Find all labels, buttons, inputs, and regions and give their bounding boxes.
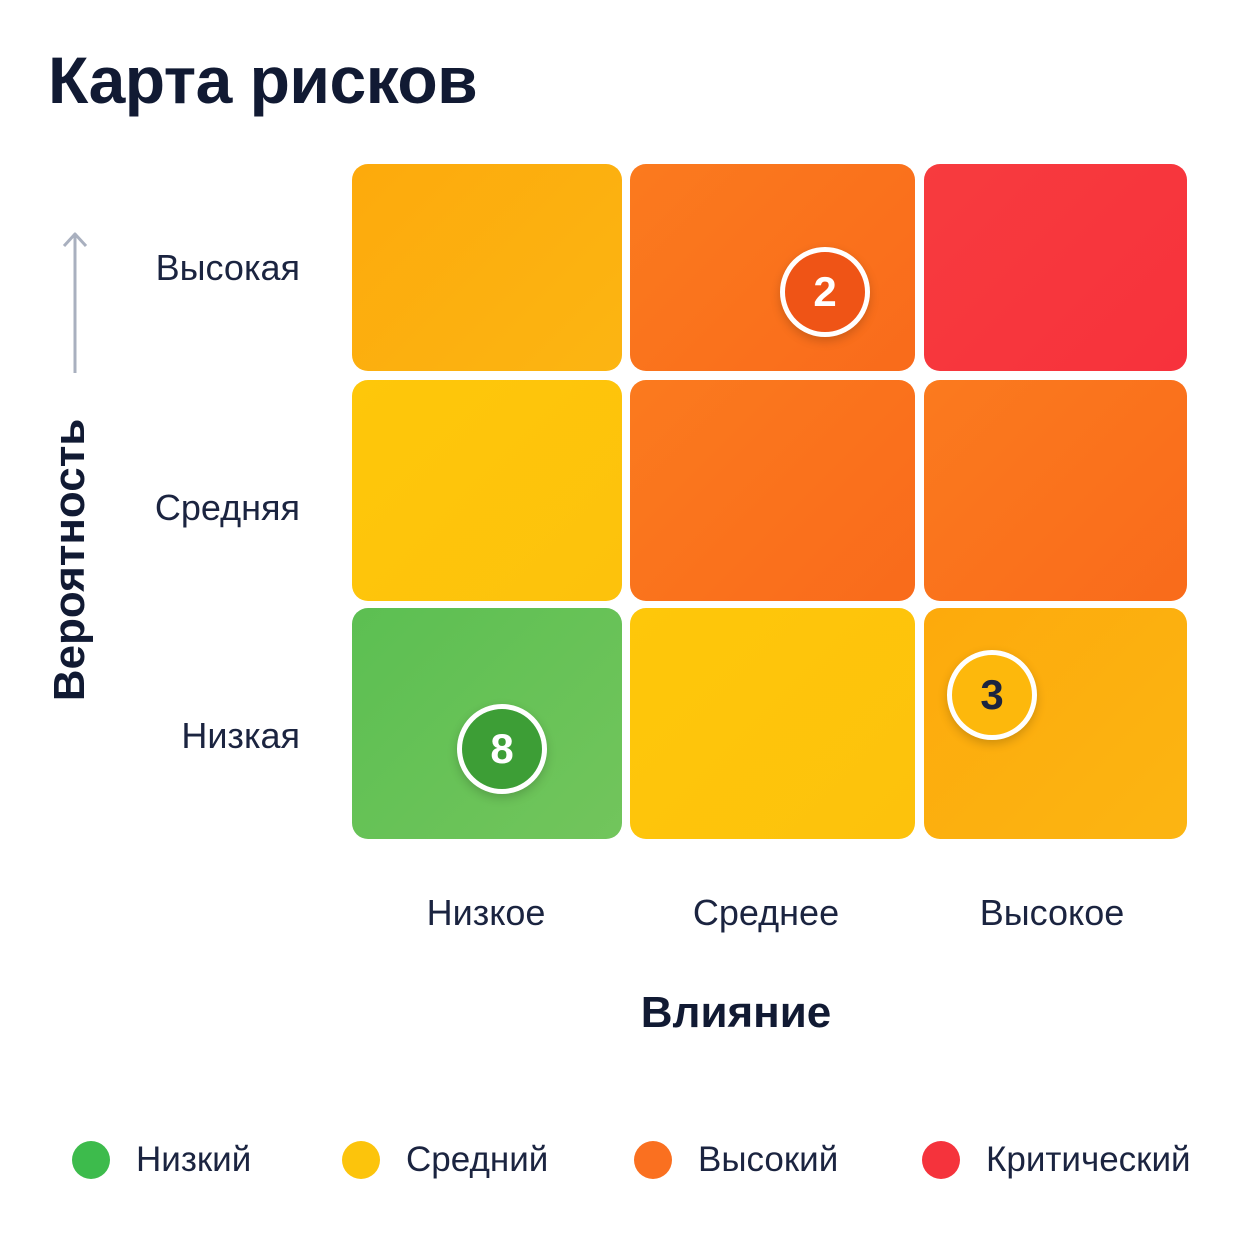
arrow-up-icon	[62, 232, 88, 373]
heatmap-cell	[630, 164, 915, 371]
column-label-medium: Среднее	[692, 892, 840, 933]
heatmap-cell	[352, 164, 622, 371]
heatmap-cell	[352, 380, 622, 601]
legend-swatch	[634, 1141, 672, 1179]
row-label-low: Низкая	[181, 715, 300, 756]
column-label-low: Низкое	[426, 892, 546, 933]
legend-label: Критический	[986, 1140, 1191, 1179]
legend-item-low: Низкий	[72, 1138, 251, 1182]
heatmap-cell	[630, 608, 915, 839]
legend-label: Средний	[406, 1140, 549, 1179]
legend-label: Высокий	[698, 1140, 839, 1179]
risk-count-badge: 2	[780, 247, 870, 337]
heatmap-cell	[924, 164, 1187, 371]
column-label-high: Высокое	[979, 892, 1125, 933]
legend-item-medium: Средний	[342, 1138, 548, 1182]
legend-item-critical: Критический	[922, 1138, 1191, 1182]
risk-count-badge: 8	[457, 704, 547, 794]
heatmap-cell	[924, 380, 1187, 601]
legend-swatch	[922, 1141, 960, 1179]
heatmap-cell	[630, 380, 915, 601]
legend-swatch	[72, 1141, 110, 1179]
legend-label: Низкий	[136, 1140, 252, 1179]
page-title: Карта рисков	[48, 43, 478, 117]
legend-item-high: Высокий	[634, 1138, 838, 1182]
row-label-medium: Средняя	[154, 487, 300, 528]
y-axis-title: Вероятность	[45, 418, 94, 702]
risk-count-badge: 3	[947, 650, 1037, 740]
legend-swatch	[342, 1141, 380, 1179]
x-axis-title: Влияние	[640, 988, 832, 1037]
row-label-high: Высокая	[155, 247, 300, 288]
